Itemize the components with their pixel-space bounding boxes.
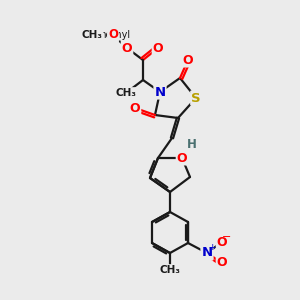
Text: O: O bbox=[153, 41, 163, 55]
Text: O: O bbox=[177, 152, 187, 164]
Text: O: O bbox=[122, 41, 132, 55]
Text: H: H bbox=[187, 139, 197, 152]
Text: methyl: methyl bbox=[96, 30, 130, 40]
Text: O: O bbox=[183, 53, 193, 67]
Text: O: O bbox=[108, 28, 118, 41]
Text: N: N bbox=[201, 247, 213, 260]
Text: O: O bbox=[130, 101, 140, 115]
Text: −: − bbox=[222, 232, 232, 242]
Text: N: N bbox=[154, 85, 166, 98]
Text: O: O bbox=[217, 256, 227, 269]
Text: O: O bbox=[217, 236, 227, 248]
Text: S: S bbox=[191, 92, 201, 104]
Text: CH₃: CH₃ bbox=[82, 30, 103, 40]
Text: CH₃: CH₃ bbox=[116, 88, 136, 98]
Text: +: + bbox=[208, 242, 216, 251]
Text: CH₃: CH₃ bbox=[160, 265, 181, 275]
